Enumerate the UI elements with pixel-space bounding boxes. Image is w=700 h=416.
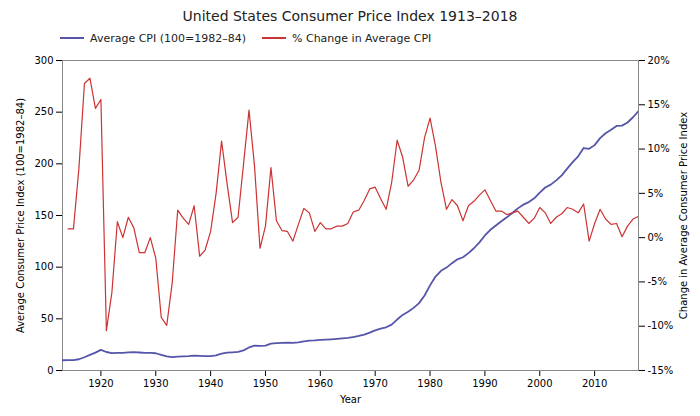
svg-text:300: 300 <box>34 55 53 66</box>
svg-text:1920: 1920 <box>88 378 113 389</box>
svg-text:1960: 1960 <box>308 378 333 389</box>
svg-text:15%: 15% <box>648 99 670 110</box>
html-text:% Change in Average CPI: % Change in Average CPI <box>292 31 432 45</box>
svg-text:1980: 1980 <box>417 378 442 389</box>
svg-text:0%: 0% <box>648 232 664 243</box>
svg-text:-15%: -15% <box>648 365 674 376</box>
svg-text:5%: 5% <box>648 188 664 199</box>
svg-text:1930: 1930 <box>143 378 168 389</box>
svg-text:10%: 10% <box>648 143 670 154</box>
svg-text:1950: 1950 <box>253 378 278 389</box>
svg-text:100: 100 <box>34 261 53 272</box>
svg-text:0: 0 <box>47 365 53 376</box>
html-text:United States Consumer Price I: United States Consumer Price Index 1913–… <box>182 8 518 24</box>
svg-text:Year: Year <box>339 394 362 405</box>
svg-text:1990: 1990 <box>472 378 497 389</box>
svg-text:1940: 1940 <box>198 378 223 389</box>
svg-text:150: 150 <box>34 210 53 221</box>
svg-text:2000: 2000 <box>527 378 552 389</box>
svg-text:2010: 2010 <box>582 378 607 389</box>
html-text:Average CPI (100=1982–84): Average CPI (100=1982–84) <box>90 31 246 45</box>
svg-text:200: 200 <box>34 158 53 169</box>
svg-text:1970: 1970 <box>362 378 387 389</box>
svg-text:Average Consumer Price Index (: Average Consumer Price Index (100=1982–8… <box>15 98 26 333</box>
svg-text:-5%: -5% <box>648 276 667 287</box>
svg-text:Change in Average Consumer Pri: Change in Average Consumer Price Index <box>678 112 689 319</box>
svg-text:50: 50 <box>41 313 54 324</box>
svg-text:-10%: -10% <box>648 320 674 331</box>
svg-text:20%: 20% <box>648 55 670 66</box>
svg-text:250: 250 <box>34 106 53 117</box>
